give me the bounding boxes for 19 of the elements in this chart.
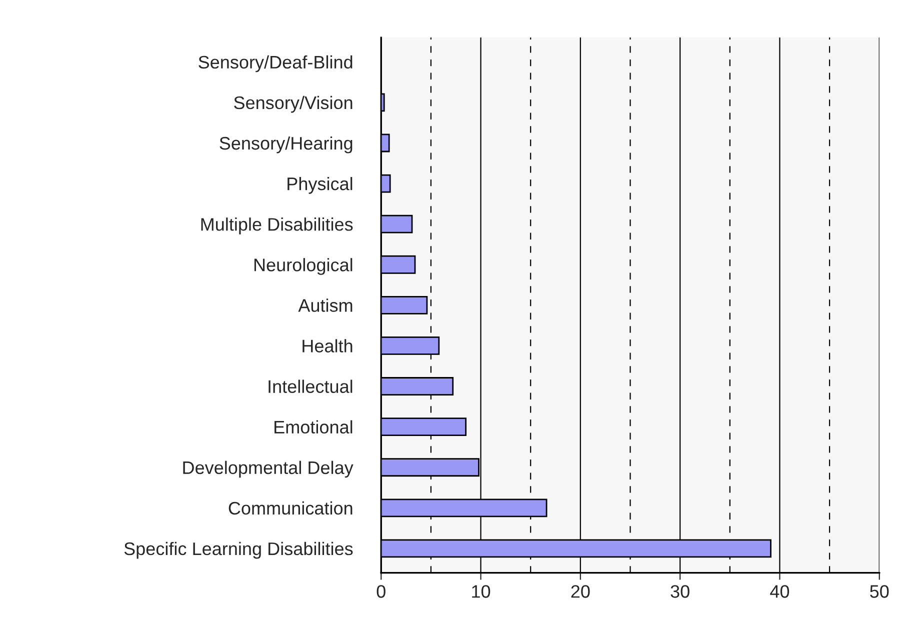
y-tick-label: Sensory/Hearing [220,136,352,154]
x-tick-label: 40 [770,585,790,598]
x-tick-label: 50 [870,585,889,598]
x-tick-label: 10 [472,585,490,598]
x-tick-label: 20 [571,585,590,598]
y-tick-label: Neurological [254,258,352,275]
y-tick-label: Physical [288,176,352,194]
y-tick-label: Communication [228,501,352,515]
y-tick-label: Autism [298,298,352,312]
y-tick-label: Developmental Delay [183,460,354,478]
x-tick-label: 30 [670,585,690,598]
y-tick-label: Sensory/Vision [234,96,352,113]
y-tick-label: Specific Learning Disabilities [124,542,353,559]
y-tick-label: Sensory/Deaf-Blind [198,55,352,72]
y-tick-label: Multiple Disabilities [201,218,353,234]
x-tick-label: 0 [376,585,386,598]
y-tick-label: Intellectual [268,380,352,393]
y-tick-label: Emotional [274,420,352,434]
y-tick-label: Health [302,339,352,352]
